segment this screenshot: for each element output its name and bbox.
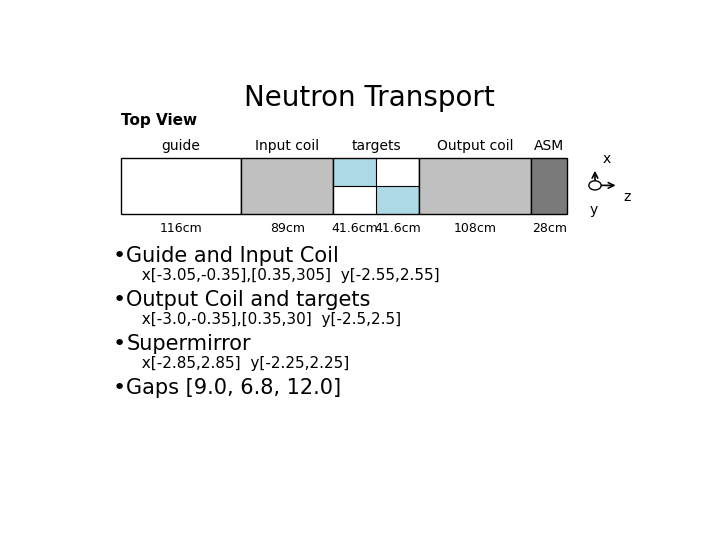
- Text: 28cm: 28cm: [531, 222, 567, 235]
- Text: 41.6cm: 41.6cm: [374, 222, 421, 235]
- Circle shape: [589, 181, 601, 190]
- Text: 116cm: 116cm: [160, 222, 202, 235]
- Text: Guide and Input Coil: Guide and Input Coil: [126, 246, 339, 266]
- Text: x: x: [602, 152, 611, 166]
- Bar: [377, 158, 420, 186]
- Bar: [121, 158, 241, 214]
- Bar: [333, 158, 420, 214]
- Text: z: z: [623, 190, 630, 204]
- Text: x[-3.0,-0.35],[0.35,30]  y[-2.5,2.5]: x[-3.0,-0.35],[0.35,30] y[-2.5,2.5]: [132, 312, 401, 327]
- Text: Supermirror: Supermirror: [126, 334, 251, 354]
- Text: Input coil: Input coil: [255, 139, 319, 153]
- Text: •: •: [112, 334, 125, 354]
- Text: 41.6cm: 41.6cm: [331, 222, 378, 235]
- Bar: [531, 158, 567, 214]
- Text: 108cm: 108cm: [454, 222, 497, 235]
- Text: ASM: ASM: [534, 139, 564, 153]
- Text: Gaps [9.0, 6.8, 12.0]: Gaps [9.0, 6.8, 12.0]: [126, 378, 341, 398]
- Bar: [420, 158, 531, 214]
- Text: •: •: [112, 246, 125, 266]
- Text: Output Coil and targets: Output Coil and targets: [126, 290, 371, 310]
- Text: •: •: [112, 378, 125, 398]
- Bar: [241, 158, 333, 214]
- Text: targets: targets: [351, 139, 401, 153]
- Bar: [333, 186, 377, 214]
- Text: Output coil: Output coil: [437, 139, 513, 153]
- Text: y: y: [590, 203, 598, 217]
- Text: 89cm: 89cm: [270, 222, 305, 235]
- Text: Top View: Top View: [121, 113, 197, 127]
- Bar: [377, 186, 420, 214]
- Text: x[-2.85,2.85]  y[-2.25,2.25]: x[-2.85,2.85] y[-2.25,2.25]: [132, 356, 349, 371]
- Text: x[-3.05,-0.35],[0.35,305]  y[-2.55,2.55]: x[-3.05,-0.35],[0.35,305] y[-2.55,2.55]: [132, 268, 439, 283]
- Text: guide: guide: [161, 139, 200, 153]
- Bar: [333, 158, 377, 186]
- Text: •: •: [112, 290, 125, 310]
- Text: Neutron Transport: Neutron Transport: [243, 84, 495, 112]
